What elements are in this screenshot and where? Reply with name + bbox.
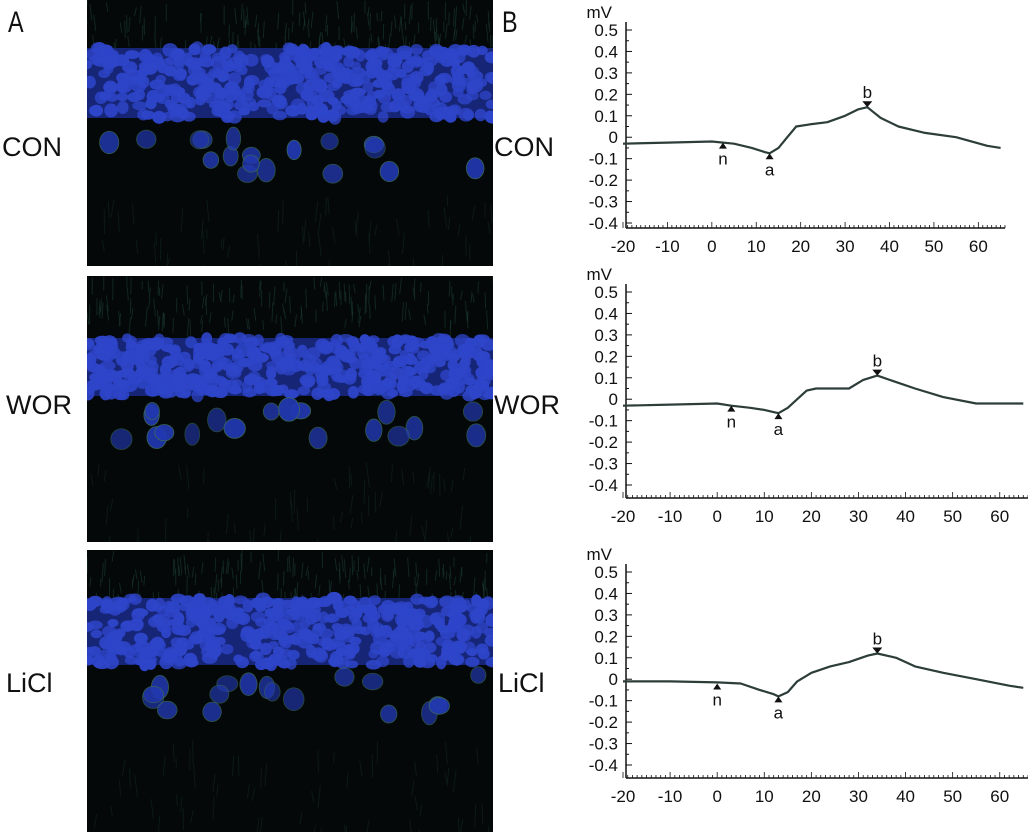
x-tick-label: 40 xyxy=(896,507,915,526)
x-tick-label: -20 xyxy=(611,507,636,526)
marker-b-label: b xyxy=(873,629,882,648)
micrograph-wor xyxy=(87,276,493,542)
y-tick-label: -0.3 xyxy=(589,455,618,474)
y-tick-label: 0.4 xyxy=(594,304,618,323)
y-tick-label: 0.3 xyxy=(594,326,618,345)
erg-trace-line xyxy=(623,652,1024,698)
erg-chart-con: 0.5 0.4 0.3 0.2 0.1 0 -0.1 -0.2 -0.3 -0.4 mV -20 -10… xyxy=(587,3,1006,256)
y-tick-label: 0 xyxy=(609,128,618,147)
y-tick-label: -0.4 xyxy=(589,214,618,233)
y-tick-label: -0.1 xyxy=(589,692,618,711)
y-tick-label: 0.1 xyxy=(594,107,618,126)
micrograph-con xyxy=(87,0,493,266)
x-tick-label: 30 xyxy=(849,787,868,806)
y-tick-label: -0.4 xyxy=(589,756,618,775)
y-tick-label: 0.5 xyxy=(594,283,618,302)
y-tick-label: 0.5 xyxy=(594,21,618,40)
y-tick-label: 0.1 xyxy=(594,649,618,668)
x-tick-label: 10 xyxy=(755,507,774,526)
y-tick-label: 0.1 xyxy=(594,369,618,388)
marker-a-label: a xyxy=(774,703,784,722)
y-tick-label: 0.4 xyxy=(594,42,618,61)
marker-n-label: n xyxy=(712,691,721,710)
y-tick-label: 0.3 xyxy=(594,64,618,83)
y-axis-unit-label: mV xyxy=(587,3,613,22)
marker-n-triangle xyxy=(713,683,722,690)
erg-trace-line xyxy=(622,106,1001,155)
y-tick-label: 0 xyxy=(609,390,618,409)
y-axis-unit-label: mV xyxy=(587,265,613,284)
marker-n-triangle xyxy=(718,142,727,149)
y-tick-label: -0.2 xyxy=(589,713,618,732)
y-tick-label: -0.2 xyxy=(589,433,618,452)
panel-label-a: A xyxy=(8,6,24,39)
y-tick-label: 0.2 xyxy=(594,85,618,104)
micrograph-con-image xyxy=(87,0,493,266)
x-tick-label: 20 xyxy=(802,507,821,526)
x-tick-label: 30 xyxy=(849,507,868,526)
marker-b-label: b xyxy=(873,352,882,371)
x-tick-label: 10 xyxy=(747,237,766,256)
x-tick-label: 20 xyxy=(802,787,821,806)
marker-n-label: n xyxy=(718,150,727,169)
marker-b-label: b xyxy=(863,83,872,102)
marker-a-label: a xyxy=(765,160,775,179)
x-tick-label: 60 xyxy=(990,507,1009,526)
x-tick-label: 0 xyxy=(712,787,721,806)
x-tick-label: 50 xyxy=(924,237,943,256)
row-label-wor-b: WOR xyxy=(494,390,560,420)
x-tick-label: -20 xyxy=(611,237,636,256)
marker-n-label: n xyxy=(727,413,736,432)
x-tick-label: 20 xyxy=(791,237,810,256)
erg-chart-licl: 0.5 0.4 0.3 0.2 0.1 0 -0.1 -0.2 -0.3 -0.4 mV -20 -10… xyxy=(587,545,1028,806)
panel-label-b: B xyxy=(502,6,518,39)
micrograph-wor-image xyxy=(87,276,493,542)
x-tick-label: 50 xyxy=(943,507,962,526)
y-tick-label: -0.4 xyxy=(589,476,618,495)
y-tick-label: 0 xyxy=(609,670,618,689)
micrograph-licl xyxy=(87,550,493,832)
erg-trace-line xyxy=(622,374,1024,415)
y-tick-label: 0.4 xyxy=(594,584,618,603)
marker-a-triangle xyxy=(774,696,783,703)
y-tick-label: 0.3 xyxy=(594,606,618,625)
y-tick-label: 0.2 xyxy=(594,627,618,646)
row-label-licl-b: LiCl xyxy=(498,668,545,698)
micrograph-licl-image xyxy=(87,550,493,832)
y-tick-label: 0.2 xyxy=(594,347,618,366)
row-label-licl-a: LiCl xyxy=(6,668,53,698)
x-tick-label: 0 xyxy=(707,237,716,256)
y-tick-label: -0.1 xyxy=(589,150,618,169)
x-tick-label: 50 xyxy=(943,787,962,806)
marker-a-triangle xyxy=(765,153,774,160)
x-tick-label: -10 xyxy=(658,787,683,806)
x-tick-label: 40 xyxy=(896,787,915,806)
row-label-wor-a: WOR xyxy=(6,390,72,420)
marker-a-label: a xyxy=(774,420,784,439)
marker-b-triangle xyxy=(872,647,883,654)
y-axis-unit-label: mV xyxy=(587,545,613,564)
x-tick-label: 30 xyxy=(836,237,855,256)
x-tick-label: 0 xyxy=(712,507,721,526)
x-tick-label: 10 xyxy=(755,787,774,806)
y-tick-label: -0.1 xyxy=(589,412,618,431)
y-tick-label: 0.5 xyxy=(594,563,618,582)
row-label-con-a: CON xyxy=(2,132,62,162)
marker-n-triangle xyxy=(727,405,736,412)
x-tick-label: -10 xyxy=(655,237,680,256)
y-tick-label: -0.2 xyxy=(589,171,618,190)
x-tick-label: 40 xyxy=(880,237,899,256)
x-tick-label: -20 xyxy=(611,787,636,806)
y-tick-label: -0.3 xyxy=(589,735,618,754)
x-tick-label: 60 xyxy=(969,237,988,256)
row-label-con-b: CON xyxy=(494,132,554,162)
erg-chart-wor: 0.5 0.4 0.3 0.2 0.1 0 -0.1 -0.2 -0.3 -0.4 mV -20 -10… xyxy=(587,265,1028,526)
y-tick-label: -0.3 xyxy=(589,193,618,212)
marker-b-triangle xyxy=(872,369,883,376)
marker-b-triangle xyxy=(862,101,873,108)
marker-a-triangle xyxy=(774,413,783,420)
x-tick-label: -10 xyxy=(658,507,683,526)
x-tick-label: 60 xyxy=(990,787,1009,806)
